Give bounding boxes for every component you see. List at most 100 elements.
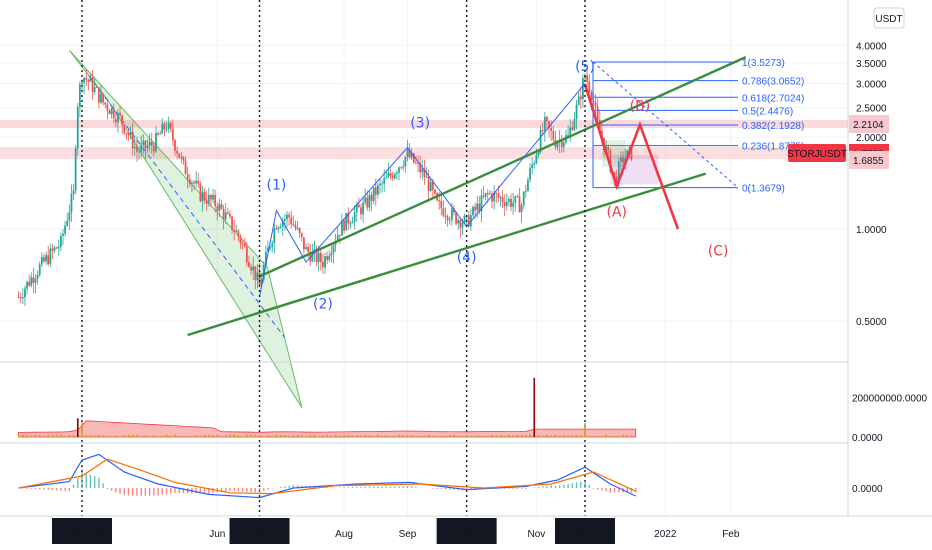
candle-body bbox=[19, 296, 22, 298]
candle-body bbox=[343, 220, 345, 231]
volume-bar bbox=[596, 435, 599, 437]
volume-bar bbox=[495, 435, 498, 437]
level-price-box-0 bbox=[849, 114, 889, 133]
lower-trend-line[interactable] bbox=[187, 172, 707, 337]
candle-body bbox=[226, 212, 229, 214]
candle-body bbox=[267, 247, 269, 252]
candle-body bbox=[243, 243, 246, 247]
fibonacci-retracement[interactable]: 1(3.5273) 0.786(3.0652) 0.618(2.7024) 0.5(2… bbox=[592, 58, 804, 195]
signal-line bbox=[18, 458, 636, 495]
candle-body bbox=[410, 153, 413, 158]
candle-body bbox=[455, 212, 457, 224]
macd-histogram-bar bbox=[613, 488, 616, 493]
candle-body bbox=[125, 132, 128, 134]
upper-trend-line[interactable] bbox=[259, 56, 747, 278]
candle-body bbox=[74, 148, 77, 191]
macd-histogram-bar bbox=[563, 484, 565, 488]
macd-histogram-bar bbox=[237, 488, 240, 492]
candle-body bbox=[429, 181, 432, 192]
volume-bar bbox=[199, 435, 202, 437]
volume-tick-0: 200000000.0000 bbox=[852, 394, 928, 405]
candle-body bbox=[575, 104, 578, 120]
macd-histogram-bar bbox=[364, 486, 366, 488]
candle-body bbox=[123, 124, 126, 133]
volume-bar bbox=[457, 435, 459, 437]
macd-histogram-bar bbox=[440, 488, 442, 490]
candle-body bbox=[195, 180, 198, 184]
candle-body bbox=[345, 213, 348, 231]
trend-lines[interactable] bbox=[187, 56, 747, 337]
corrective-wave-path[interactable] bbox=[583, 83, 680, 230]
candle-body bbox=[169, 122, 172, 129]
candle-body bbox=[233, 229, 236, 232]
candle-body bbox=[590, 92, 593, 101]
macd-histogram-bar bbox=[436, 488, 438, 489]
candle-body bbox=[330, 252, 333, 256]
candle-body bbox=[408, 149, 411, 158]
volume-bar bbox=[423, 435, 426, 437]
volume-bar bbox=[630, 435, 633, 437]
consolidation-box-purple bbox=[610, 154, 659, 185]
volume-bar bbox=[30, 435, 33, 437]
volume-bar bbox=[76, 418, 79, 437]
macd-histogram-bar bbox=[220, 488, 223, 492]
volume-bar bbox=[516, 434, 519, 437]
volume-bar bbox=[339, 435, 341, 437]
candle-body bbox=[491, 193, 493, 202]
candle-body bbox=[138, 151, 140, 153]
macd-histogram-bar bbox=[34, 488, 37, 490]
candle-body bbox=[100, 93, 102, 103]
volume-bar bbox=[410, 435, 413, 437]
candle-body bbox=[288, 214, 291, 218]
macd-histogram-bar bbox=[178, 488, 180, 494]
volume-bar bbox=[292, 434, 295, 437]
macd-histogram-bar bbox=[246, 488, 248, 492]
volume-bar bbox=[17, 434, 20, 437]
volume-bar bbox=[38, 434, 41, 437]
macd-line bbox=[18, 453, 636, 499]
candle-body bbox=[448, 219, 451, 221]
volume-bar bbox=[203, 434, 206, 437]
volume-bar bbox=[300, 434, 303, 437]
macd-histogram-bar bbox=[347, 487, 349, 488]
currency-badge-label: USDT bbox=[875, 14, 902, 25]
candle-body bbox=[68, 212, 71, 221]
candle-body bbox=[512, 202, 515, 207]
volume-bar bbox=[195, 434, 197, 437]
candle-body bbox=[351, 221, 354, 224]
candle-body bbox=[300, 233, 303, 238]
macd-histogram-bar bbox=[229, 488, 231, 491]
level-band-lower bbox=[0, 147, 848, 160]
volume-bar bbox=[326, 434, 328, 437]
macd-histogram-bar bbox=[567, 483, 569, 488]
volume-bar bbox=[558, 435, 561, 437]
fib-level-label-6: 0(1.3679) bbox=[742, 184, 785, 195]
candle-body bbox=[294, 224, 297, 229]
time-axis[interactable]: Jun Aug Sep Nov 2022 Feb 29 Mar '21 21 Jun '21 2… bbox=[52, 518, 740, 544]
macd-histogram-bar bbox=[326, 487, 328, 488]
volume-bar bbox=[402, 435, 405, 437]
macd-histogram-bar bbox=[93, 476, 96, 488]
macd-histogram-bar bbox=[546, 485, 548, 488]
candle-body bbox=[201, 192, 204, 202]
price-axis[interactable]: 4.0000 3.5000 3.0000 2.5000 2.0000 1.0000 0.50… bbox=[787, 41, 927, 495]
candle-body bbox=[360, 207, 362, 215]
candle-body bbox=[379, 183, 381, 186]
candle-body bbox=[421, 168, 424, 173]
candle-body bbox=[36, 274, 39, 279]
macd-histogram-bar bbox=[453, 488, 455, 490]
currency-badge[interactable]: USDT bbox=[873, 7, 905, 29]
candle-body bbox=[81, 82, 83, 85]
macd-histogram-bar bbox=[356, 486, 358, 488]
macd-histogram-bar bbox=[406, 486, 409, 488]
macd-histogram-bar bbox=[26, 488, 28, 489]
volume-bar bbox=[406, 434, 409, 437]
candle-body bbox=[486, 192, 489, 194]
macd-tick-0: 0.0000 bbox=[852, 484, 883, 495]
candle-body bbox=[305, 247, 307, 250]
volume-bar bbox=[415, 436, 417, 437]
macd-histogram-bar bbox=[115, 488, 117, 493]
macd-histogram-bar bbox=[558, 485, 561, 488]
volume-bar bbox=[43, 435, 45, 437]
